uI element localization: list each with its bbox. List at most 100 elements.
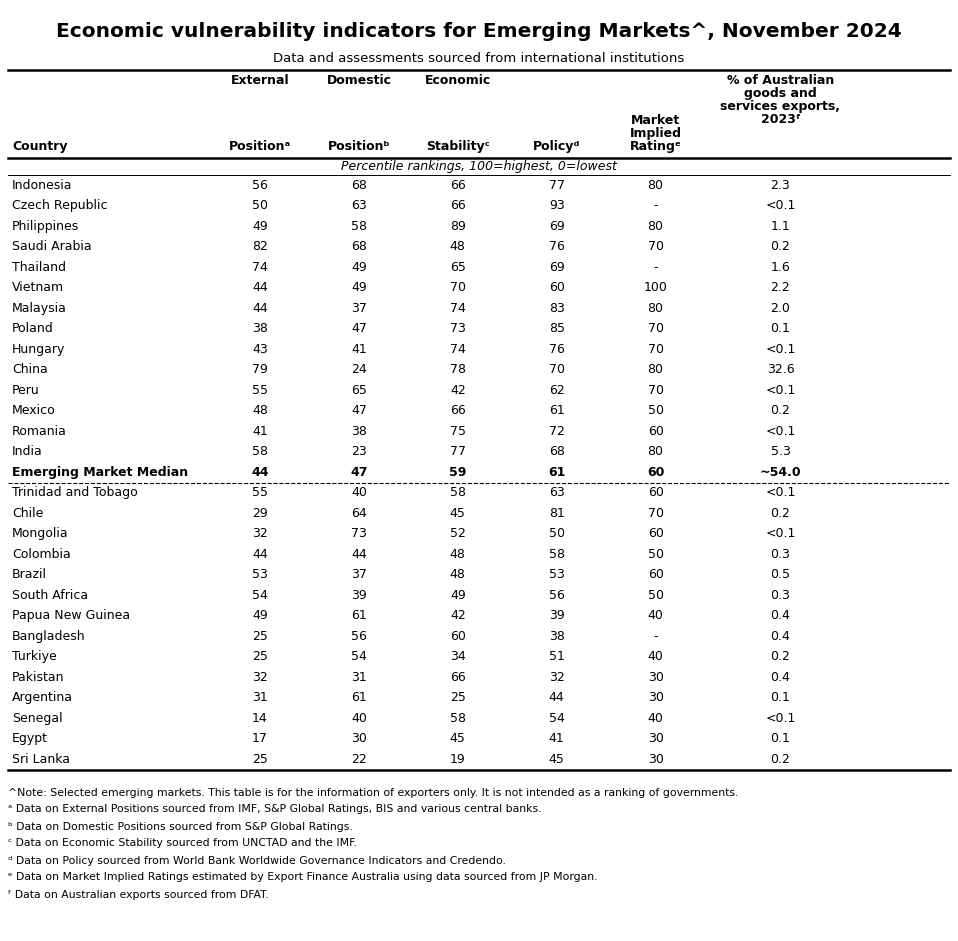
Text: 53: 53 [252, 568, 268, 582]
Text: ~54.0: ~54.0 [760, 466, 801, 479]
Text: Economic vulnerability indicators for Emerging Markets^, November 2024: Economic vulnerability indicators for Em… [57, 22, 901, 41]
Text: 60: 60 [450, 630, 466, 643]
Text: 66: 66 [450, 199, 466, 213]
Text: 22: 22 [351, 753, 367, 766]
Text: <0.1: <0.1 [765, 199, 796, 213]
Text: 77: 77 [549, 179, 564, 192]
Text: 25: 25 [450, 692, 466, 704]
Text: Mexico: Mexico [12, 405, 56, 417]
Text: 75: 75 [450, 424, 466, 438]
Text: 58: 58 [549, 548, 564, 561]
Text: 60: 60 [648, 568, 664, 582]
Text: goods and: goods and [744, 87, 817, 100]
Text: 60: 60 [549, 281, 564, 295]
Text: 44: 44 [252, 281, 268, 295]
Text: % of Australian: % of Australian [727, 74, 834, 87]
Text: Malaysia: Malaysia [12, 302, 67, 314]
Text: 29: 29 [252, 507, 268, 519]
Text: ᶜ Data on Economic Stability sourced from UNCTAD and the IMF.: ᶜ Data on Economic Stability sourced fro… [8, 838, 357, 849]
Text: 0.3: 0.3 [770, 548, 790, 561]
Text: 49: 49 [252, 220, 268, 232]
Text: 76: 76 [549, 240, 564, 253]
Text: 63: 63 [351, 199, 367, 213]
Text: 80: 80 [648, 220, 664, 232]
Text: 50: 50 [549, 527, 564, 540]
Text: South Africa: South Africa [12, 589, 88, 601]
Text: Emerging Market Median: Emerging Market Median [12, 466, 188, 479]
Text: Ratingᵉ: Ratingᵉ [629, 140, 681, 153]
Text: 65: 65 [450, 261, 466, 274]
Text: 50: 50 [648, 589, 664, 601]
Text: 51: 51 [549, 650, 564, 663]
Text: 59: 59 [449, 466, 467, 479]
Text: Czech Republic: Czech Republic [12, 199, 107, 213]
Text: 50: 50 [252, 199, 268, 213]
Text: <0.1: <0.1 [765, 527, 796, 540]
Text: 40: 40 [648, 609, 664, 622]
Text: 89: 89 [450, 220, 466, 232]
Text: Thailand: Thailand [12, 261, 66, 274]
Text: 31: 31 [351, 671, 367, 684]
Text: 70: 70 [648, 322, 664, 335]
Text: 68: 68 [549, 445, 564, 458]
Text: 45: 45 [450, 732, 466, 745]
Text: 24: 24 [351, 363, 367, 376]
Text: 76: 76 [549, 343, 564, 356]
Text: 63: 63 [549, 486, 564, 500]
Text: 69: 69 [549, 220, 564, 232]
Text: <0.1: <0.1 [765, 343, 796, 356]
Text: 70: 70 [549, 363, 564, 376]
Text: 0.4: 0.4 [770, 671, 790, 684]
Text: 58: 58 [450, 486, 466, 500]
Text: 54: 54 [252, 589, 268, 601]
Text: 83: 83 [549, 302, 564, 314]
Text: Colombia: Colombia [12, 548, 71, 561]
Text: Senegal: Senegal [12, 711, 62, 725]
Text: Positionᵇ: Positionᵇ [328, 140, 390, 153]
Text: Data and assessments sourced from international institutions: Data and assessments sourced from intern… [273, 52, 685, 65]
Text: 54: 54 [549, 711, 564, 725]
Text: 61: 61 [548, 466, 565, 479]
Text: 48: 48 [450, 240, 466, 253]
Text: 37: 37 [351, 568, 367, 582]
Text: 0.2: 0.2 [770, 753, 790, 766]
Text: ᶠ Data on Australian exports sourced from DFAT.: ᶠ Data on Australian exports sourced fro… [8, 889, 269, 900]
Text: 48: 48 [450, 548, 466, 561]
Text: ᵈ Data on Policy sourced from World Bank Worldwide Governance Indicators and Cre: ᵈ Data on Policy sourced from World Bank… [8, 855, 506, 866]
Text: 38: 38 [351, 424, 367, 438]
Text: Economic: Economic [424, 74, 490, 87]
Text: -: - [653, 261, 658, 274]
Text: 48: 48 [450, 568, 466, 582]
Text: 1.1: 1.1 [770, 220, 790, 232]
Text: Indonesia: Indonesia [12, 179, 73, 192]
Text: 61: 61 [351, 609, 367, 622]
Text: 48: 48 [252, 405, 268, 417]
Text: Sri Lanka: Sri Lanka [12, 753, 70, 766]
Text: 81: 81 [549, 507, 564, 519]
Text: External: External [231, 74, 289, 87]
Text: 0.2: 0.2 [770, 507, 790, 519]
Text: 0.1: 0.1 [770, 732, 790, 745]
Text: 58: 58 [252, 445, 268, 458]
Text: 56: 56 [351, 630, 367, 643]
Text: 38: 38 [252, 322, 268, 335]
Text: Hungary: Hungary [12, 343, 65, 356]
Text: 78: 78 [450, 363, 466, 376]
Text: 61: 61 [549, 405, 564, 417]
Text: 0.3: 0.3 [770, 589, 790, 601]
Text: ᵇ Data on Domestic Positions sourced from S&P Global Ratings.: ᵇ Data on Domestic Positions sourced fro… [8, 821, 353, 832]
Text: 56: 56 [549, 589, 564, 601]
Text: 32: 32 [252, 527, 268, 540]
Text: 60: 60 [647, 466, 664, 479]
Text: Peru: Peru [12, 384, 39, 397]
Text: 47: 47 [351, 322, 367, 335]
Text: <0.1: <0.1 [765, 424, 796, 438]
Text: Implied: Implied [629, 127, 682, 140]
Text: 69: 69 [549, 261, 564, 274]
Text: 40: 40 [351, 711, 367, 725]
Text: 25: 25 [252, 753, 268, 766]
Text: Bangladesh: Bangladesh [12, 630, 85, 643]
Text: 0.2: 0.2 [770, 405, 790, 417]
Text: 58: 58 [351, 220, 367, 232]
Text: 66: 66 [450, 405, 466, 417]
